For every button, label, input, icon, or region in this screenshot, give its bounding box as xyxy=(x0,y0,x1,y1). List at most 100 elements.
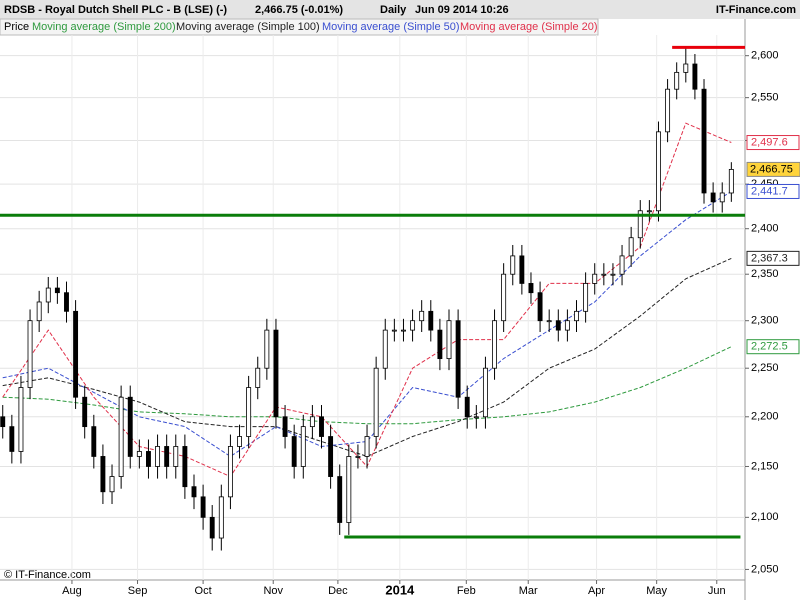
candle-body xyxy=(583,283,589,312)
candle-body xyxy=(382,329,388,369)
candle-body xyxy=(9,426,15,452)
copyright: © IT-Finance.com xyxy=(4,569,91,581)
chart-title: RDSB - Royal Dutch Shell PLC - B (LSE) (… xyxy=(4,4,227,16)
candle-body xyxy=(719,192,725,203)
moving-average xyxy=(2,191,732,457)
legend-entry: Moving average (Simple 200) xyxy=(32,21,176,33)
candle-body xyxy=(246,387,252,437)
candle-body xyxy=(555,320,561,331)
x-tick-label: Feb xyxy=(457,585,476,597)
y-tick-label: 2,200 xyxy=(751,411,779,423)
x-tick-label: Nov xyxy=(263,585,283,597)
last-value-box xyxy=(746,250,800,266)
candle-body xyxy=(501,273,507,322)
candle-body xyxy=(619,255,625,275)
candle-body xyxy=(574,310,579,322)
x-tick-label: Apr xyxy=(588,585,605,597)
candle-body xyxy=(319,416,324,437)
candle-body xyxy=(64,292,69,312)
y-tick-label: 2,150 xyxy=(751,460,779,472)
candle-body xyxy=(218,496,224,539)
candle-body xyxy=(410,320,416,331)
candle-body xyxy=(492,320,497,369)
header-bar xyxy=(0,0,800,19)
candle-body xyxy=(255,367,261,388)
candle-body xyxy=(401,329,406,332)
last-price-box xyxy=(746,161,800,177)
legend-entry: Moving average (Simple 100) xyxy=(176,21,320,33)
candle-body xyxy=(446,320,452,360)
last-value-label: 2,272.5 xyxy=(751,341,788,353)
candle-body xyxy=(473,416,479,419)
candle-body xyxy=(300,426,306,467)
candle-body xyxy=(291,436,297,467)
last-value-box xyxy=(746,135,800,151)
candle-body xyxy=(109,476,115,493)
candle-body xyxy=(519,255,525,284)
candle-body xyxy=(437,329,443,360)
x-tick-label: Oct xyxy=(195,585,212,597)
candle-body xyxy=(237,436,242,447)
x-tick-label: 2014 xyxy=(385,582,415,597)
y-tick-label: 2,300 xyxy=(751,315,779,327)
candle-body xyxy=(100,456,106,493)
candle-body xyxy=(692,63,698,90)
candle-body xyxy=(191,486,197,498)
x-tick-label: Dec xyxy=(328,585,348,597)
y-tick-label: 2,250 xyxy=(751,362,779,374)
candle-body xyxy=(355,456,361,458)
last-value-box xyxy=(746,339,800,355)
y-tick-label: 2,100 xyxy=(751,511,779,523)
candle-body xyxy=(637,210,643,239)
candle-body xyxy=(428,310,434,331)
moving-average xyxy=(2,346,732,425)
candle-body xyxy=(628,237,634,257)
legend-entry: Moving average (Simple 50) xyxy=(322,21,460,33)
last-value-label: 2,497.6 xyxy=(751,136,788,148)
candle-body xyxy=(464,396,470,418)
candle-body xyxy=(546,320,552,323)
candle-body xyxy=(45,287,51,303)
candle-body xyxy=(146,451,151,467)
candle-body xyxy=(227,446,233,498)
candle-body xyxy=(510,255,516,275)
candle-body xyxy=(118,396,124,477)
candle-body xyxy=(328,436,334,477)
candle-body xyxy=(728,169,734,194)
candle-body xyxy=(646,210,652,213)
candle-body xyxy=(82,396,88,428)
candle-body xyxy=(27,320,33,388)
candle-body xyxy=(309,416,315,428)
moving-average xyxy=(2,122,732,478)
candle-body xyxy=(683,63,689,73)
y-tick-label: 2,600 xyxy=(751,50,779,62)
candle-body xyxy=(200,496,206,518)
candle-body xyxy=(710,192,716,203)
candle-body xyxy=(482,367,488,418)
candle-body xyxy=(601,273,607,276)
last-value-label: 2,441.7 xyxy=(751,185,788,197)
y-tick-label: 2,050 xyxy=(751,563,779,575)
candle-body xyxy=(209,516,215,539)
candle-body xyxy=(182,446,188,488)
candle-body xyxy=(701,88,707,194)
candle-body xyxy=(273,329,279,418)
candle-body xyxy=(155,446,161,467)
candle-body xyxy=(136,451,142,457)
candle-body xyxy=(282,416,288,437)
candle-body xyxy=(665,88,671,133)
candle-body xyxy=(127,396,133,457)
candle-body xyxy=(364,436,370,457)
candle-body xyxy=(537,292,543,322)
legend-entry: Moving average (Simple 20) xyxy=(460,21,598,33)
period: Daily xyxy=(380,4,407,16)
candle-body xyxy=(528,283,534,294)
date: Jun 09 2014 10:26 xyxy=(415,4,509,16)
candle-body xyxy=(164,446,170,467)
candle-body xyxy=(656,131,661,212)
candle-body xyxy=(346,456,352,523)
moving-average xyxy=(2,257,732,457)
x-tick-label: Mar xyxy=(519,585,538,597)
candle-body xyxy=(373,367,379,437)
candle-body xyxy=(391,329,397,332)
